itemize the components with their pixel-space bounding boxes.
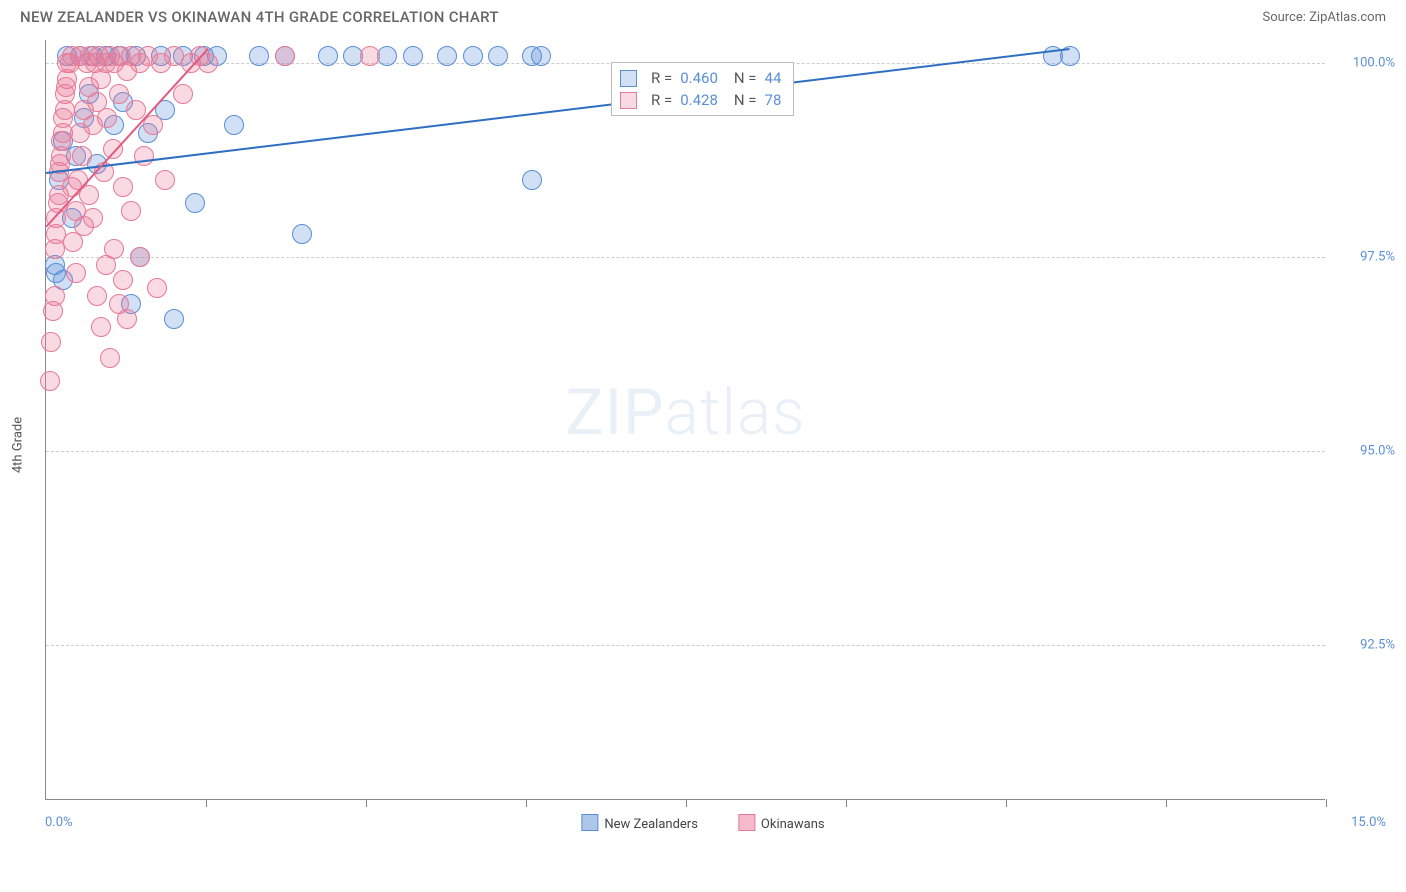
legend-label: New Zealanders bbox=[604, 817, 698, 832]
stat-n-label: N = bbox=[734, 91, 757, 109]
x-tick bbox=[686, 799, 687, 807]
data-point bbox=[100, 348, 120, 368]
legend-swatch bbox=[620, 92, 637, 109]
x-tick bbox=[526, 799, 527, 807]
stat-n-label: N = bbox=[734, 69, 757, 87]
data-point bbox=[463, 46, 483, 66]
gridline bbox=[46, 645, 1325, 646]
data-point bbox=[40, 371, 60, 391]
data-point bbox=[41, 332, 61, 352]
data-point bbox=[164, 309, 184, 329]
data-point bbox=[292, 224, 312, 244]
x-tick bbox=[1006, 799, 1007, 807]
legend-swatch bbox=[738, 814, 755, 831]
data-point bbox=[185, 193, 205, 213]
data-point bbox=[83, 208, 103, 228]
data-point bbox=[488, 46, 508, 66]
stat-n-value: 44 bbox=[765, 69, 782, 87]
stat-r-value: 0.460 bbox=[680, 69, 718, 87]
stats-row: R = 0.460 N = 44 bbox=[620, 67, 781, 89]
data-point bbox=[113, 270, 133, 290]
data-point bbox=[117, 309, 137, 329]
data-point bbox=[318, 46, 338, 66]
y-tick-label: 92.5% bbox=[1335, 637, 1395, 652]
data-point bbox=[403, 46, 423, 66]
legend-swatch bbox=[581, 814, 598, 831]
y-tick-label: 97.5% bbox=[1335, 250, 1395, 265]
gridline bbox=[46, 451, 1325, 452]
data-point bbox=[103, 139, 123, 159]
legend-item: Okinawans bbox=[738, 814, 825, 832]
source-label: Source: ZipAtlas.com bbox=[1262, 10, 1386, 25]
y-tick-label: 100.0% bbox=[1335, 56, 1395, 71]
data-point bbox=[224, 115, 244, 135]
stat-r-label: R = bbox=[651, 91, 672, 109]
data-point bbox=[249, 46, 269, 66]
data-point bbox=[275, 46, 295, 66]
x-axis-max-label: 15.0% bbox=[1351, 815, 1386, 830]
stat-r-value: 0.428 bbox=[680, 91, 718, 109]
data-point bbox=[97, 108, 117, 128]
data-point bbox=[437, 46, 457, 66]
data-point bbox=[45, 286, 65, 306]
stats-row: R = 0.428 N = 78 bbox=[620, 89, 781, 111]
gridline bbox=[46, 257, 1325, 258]
legend-swatch bbox=[620, 70, 637, 87]
chart-title: NEW ZEALANDER VS OKINAWAN 4TH GRADE CORR… bbox=[20, 8, 499, 26]
x-tick bbox=[206, 799, 207, 807]
stats-legend: R = 0.460 N = 44 R = 0.428 N = 78 bbox=[611, 62, 794, 116]
x-tick bbox=[1166, 799, 1167, 807]
data-point bbox=[134, 146, 154, 166]
chart-area: 4th Grade ZIPatlas 92.5% 95.0% 97.5% 100.0%… bbox=[0, 30, 1406, 860]
data-point bbox=[46, 263, 66, 283]
data-point bbox=[155, 170, 175, 190]
data-point bbox=[377, 46, 397, 66]
data-point bbox=[147, 278, 167, 298]
y-tick-label: 95.0% bbox=[1335, 444, 1395, 459]
data-point bbox=[109, 84, 129, 104]
data-point bbox=[522, 170, 542, 190]
data-point bbox=[66, 263, 86, 283]
x-tick bbox=[846, 799, 847, 807]
x-axis-min-label: 0.0% bbox=[45, 815, 73, 830]
legend-bottom: New Zealanders Okinawans bbox=[581, 814, 824, 832]
data-point bbox=[360, 46, 380, 66]
x-tick bbox=[1326, 799, 1327, 807]
data-point bbox=[173, 84, 193, 104]
data-point bbox=[126, 100, 146, 120]
y-axis-label: 4th Grade bbox=[11, 417, 26, 473]
plot-region: ZIPatlas 92.5%95.0%97.5%100.0%R =0.460N … bbox=[45, 40, 1325, 800]
watermark: ZIPatlas bbox=[565, 375, 805, 450]
data-point bbox=[113, 177, 133, 197]
data-point bbox=[121, 201, 141, 221]
data-point bbox=[91, 317, 111, 337]
data-point bbox=[72, 146, 92, 166]
x-tick bbox=[366, 799, 367, 807]
data-point bbox=[531, 46, 551, 66]
data-point bbox=[130, 247, 150, 267]
data-point bbox=[104, 239, 124, 259]
legend-label: Okinawans bbox=[761, 817, 825, 832]
stat-n-value: 78 bbox=[765, 91, 782, 109]
legend-item: New Zealanders bbox=[581, 814, 698, 832]
stat-r-label: R = bbox=[651, 69, 672, 87]
data-point bbox=[87, 286, 107, 306]
chart-header: NEW ZEALANDER VS OKINAWAN 4TH GRADE CORR… bbox=[0, 0, 1406, 30]
